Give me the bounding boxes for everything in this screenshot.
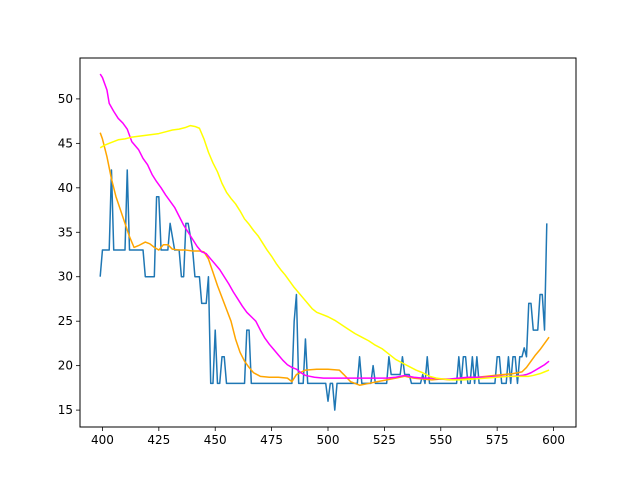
x-tick-label: 475 bbox=[260, 433, 283, 447]
y-tick-label: 20 bbox=[58, 359, 73, 373]
y-tick-label: 50 bbox=[58, 92, 73, 106]
y-tick-label: 35 bbox=[58, 225, 73, 239]
x-axis-ticks: 400 425 450 475 500 525 550 575 600 bbox=[91, 427, 565, 447]
x-tick-label: 600 bbox=[542, 433, 565, 447]
x-tick-label: 425 bbox=[147, 433, 170, 447]
x-tick-label: 550 bbox=[429, 433, 452, 447]
y-tick-label: 40 bbox=[58, 181, 73, 195]
y-tick-label: 30 bbox=[58, 270, 73, 284]
series-line-1 bbox=[99, 169, 548, 411]
y-tick-label: 15 bbox=[58, 403, 73, 417]
series-layer bbox=[99, 73, 550, 411]
series-line-3 bbox=[99, 73, 550, 380]
y-axis-ticks: 15 20 25 30 35 40 45 50 bbox=[58, 92, 80, 417]
x-tick-label: 575 bbox=[486, 433, 509, 447]
x-tick-label: 525 bbox=[373, 433, 396, 447]
series-line-4 bbox=[99, 124, 550, 381]
y-tick-label: 45 bbox=[58, 136, 73, 150]
y-tick-label: 25 bbox=[58, 314, 73, 328]
x-tick-label: 450 bbox=[204, 433, 227, 447]
x-tick-label: 500 bbox=[317, 433, 340, 447]
plot-frame bbox=[79, 57, 577, 428]
x-tick-label: 400 bbox=[91, 433, 114, 447]
